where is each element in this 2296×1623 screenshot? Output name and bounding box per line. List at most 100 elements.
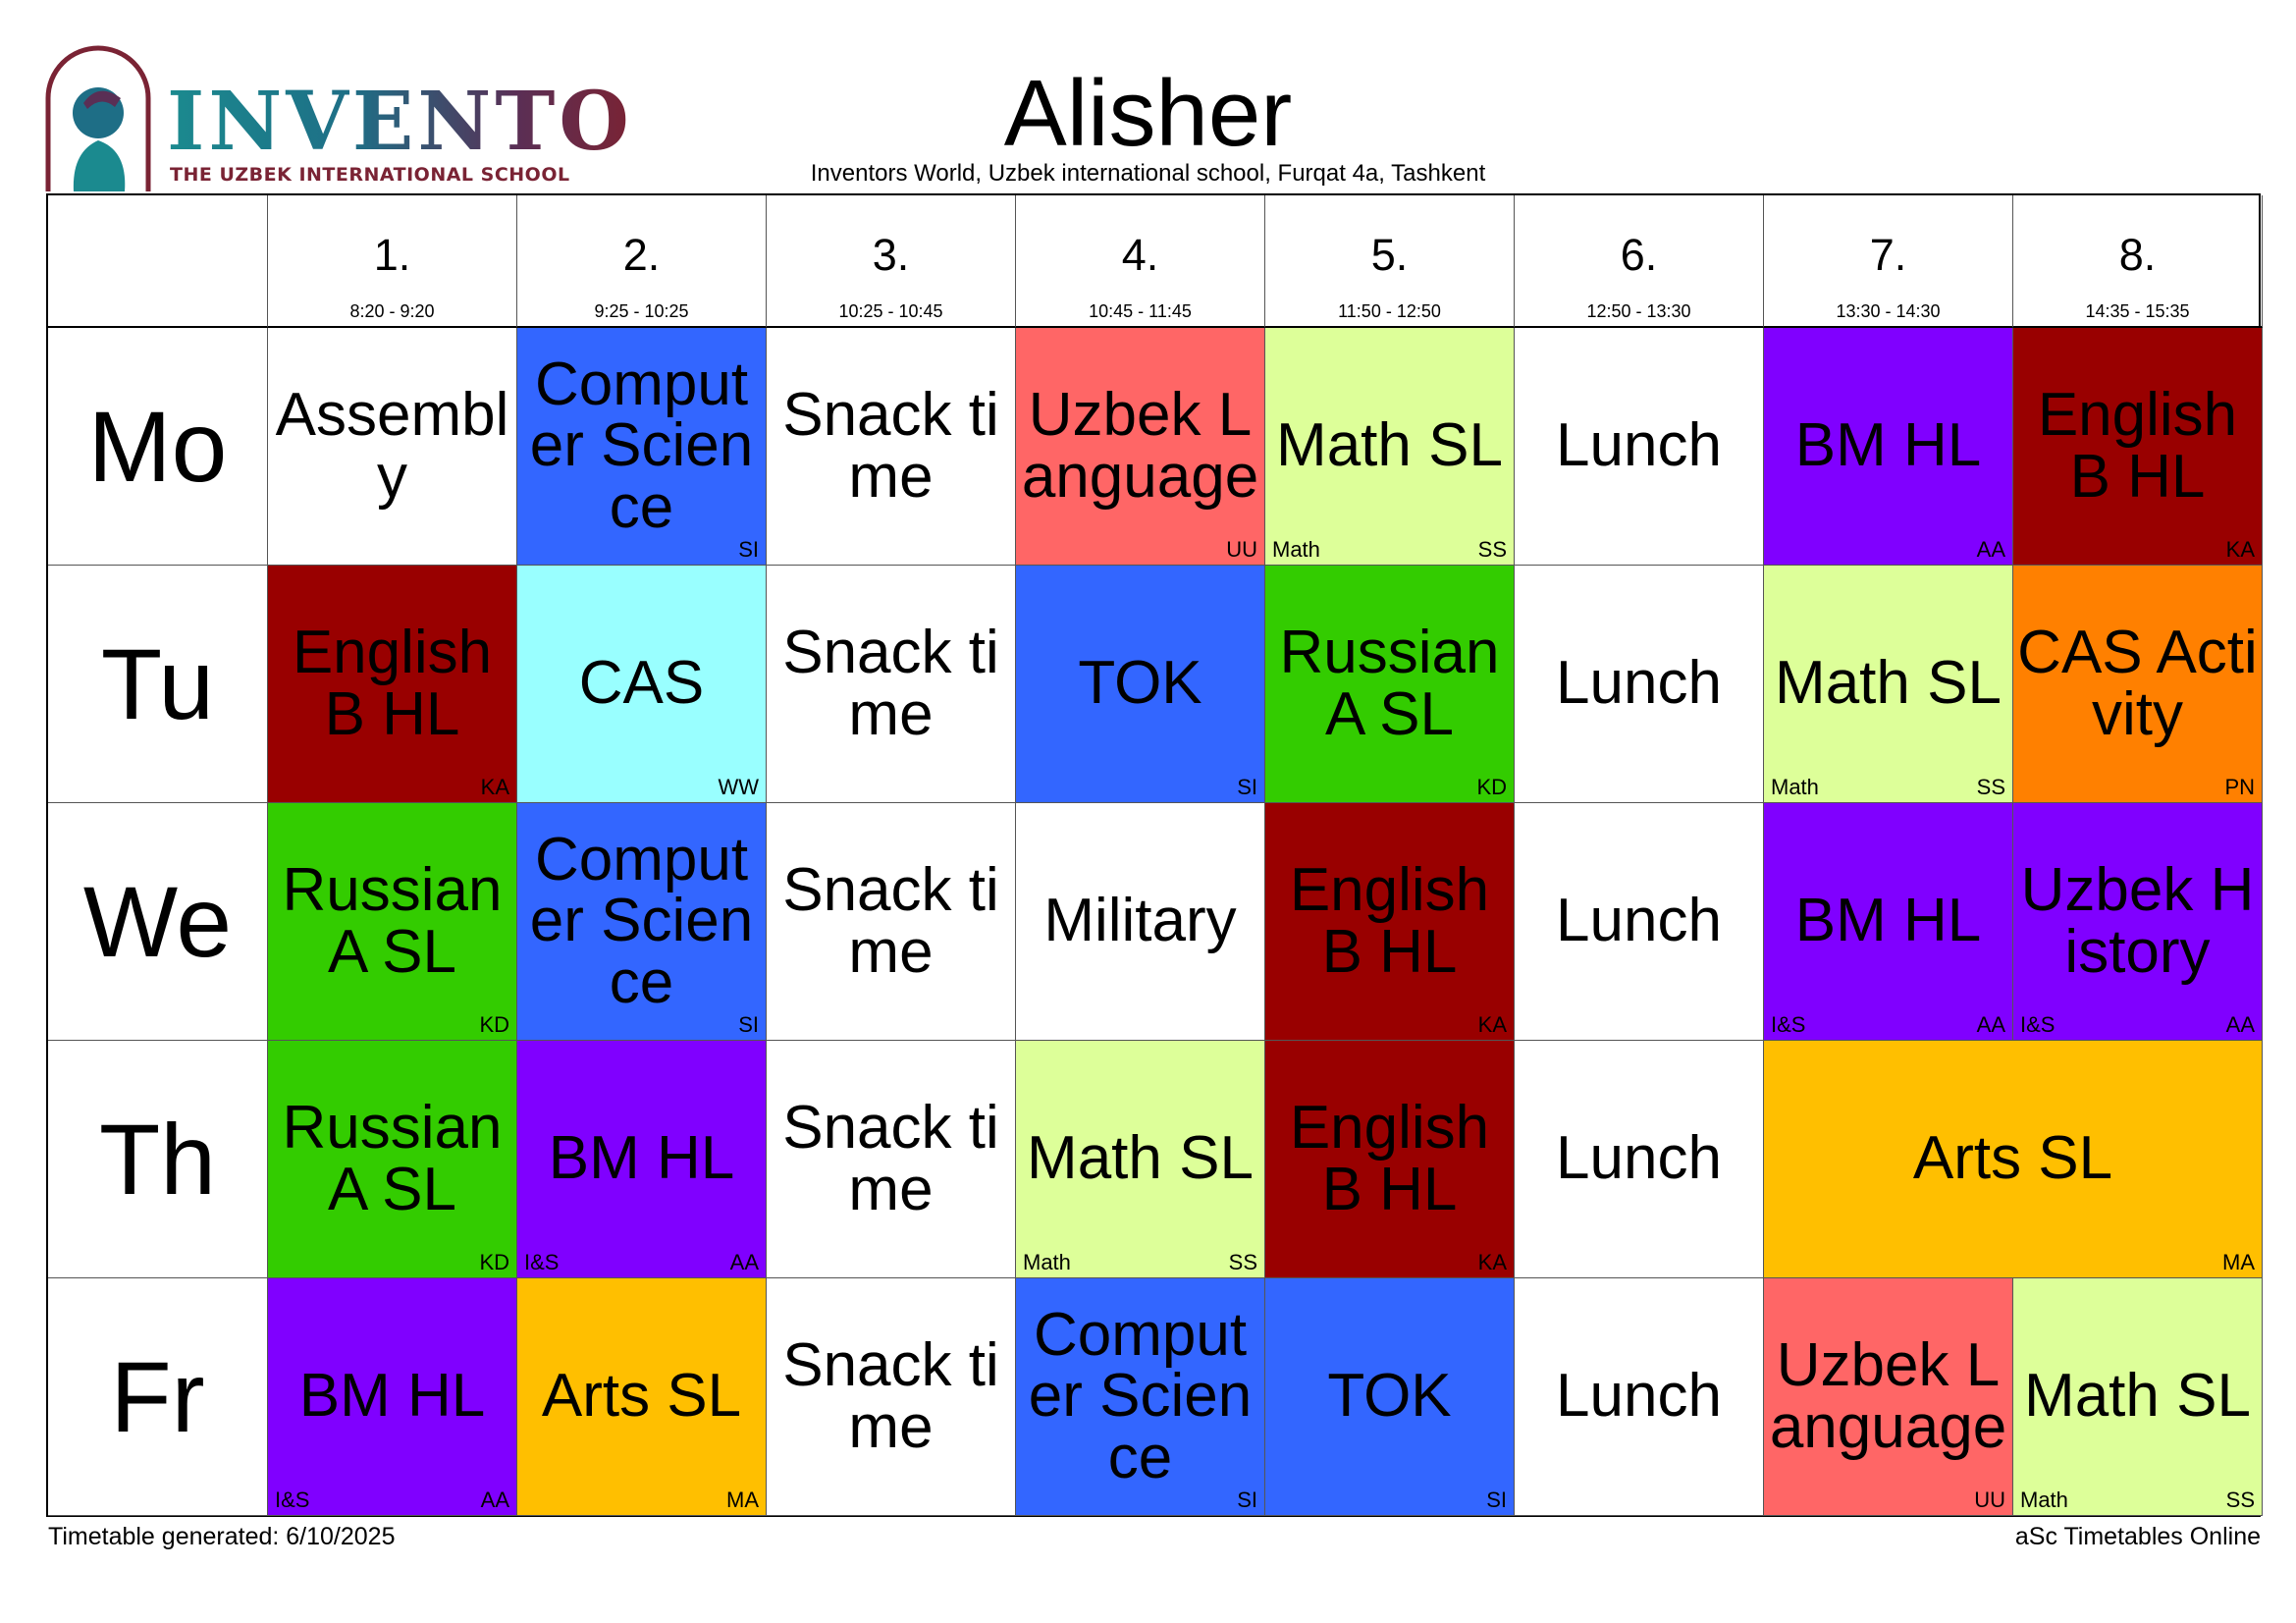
lesson-cell: Computer Science SI (517, 803, 767, 1041)
lesson-subject: Math SL (1276, 411, 1503, 480)
lesson-cell: Snack time (767, 1278, 1016, 1516)
day-name: Fr (110, 1340, 205, 1453)
teacher-code: MA (2222, 1250, 2255, 1274)
period-number: 4. (1121, 230, 1159, 280)
lesson-subject: Uzbek Language (1769, 1330, 2007, 1461)
lesson-cell: Lunch (1515, 328, 1764, 566)
corner-cell (48, 195, 268, 328)
lesson-cell: BM HL AA I&S (1764, 803, 2013, 1041)
teacher-code: AA (1976, 1012, 2005, 1037)
lesson-subject: Lunch (1556, 1362, 1722, 1431)
lesson-subject: Arts SL (541, 1362, 742, 1431)
period-time: 11:50 - 12:50 (1338, 301, 1441, 321)
lesson-cell: Snack time (767, 566, 1016, 803)
lesson-cell: English B HL KA (2013, 328, 2263, 566)
lesson-subject: CAS Activity (2017, 618, 2258, 748)
day-label: Th (48, 1041, 268, 1278)
teacher-code: SS (2225, 1488, 2255, 1512)
day-name: Tu (100, 627, 215, 740)
lesson-subject: BM HL (548, 1124, 735, 1193)
lesson-cell: Russian A SL KD (268, 803, 517, 1041)
day-label: Mo (48, 328, 268, 566)
period-number: 3. (872, 230, 910, 280)
page-title: Alisher (1003, 61, 1293, 166)
footer-credit: aSc Timetables Online (2014, 1523, 2261, 1550)
group-code: I&S (524, 1250, 560, 1274)
logo-emblem-icon (45, 45, 151, 191)
teacher-code: SS (1976, 775, 2005, 799)
period-number: 5. (1370, 230, 1409, 280)
lesson-cell: English B HL KA (268, 566, 517, 803)
lesson-cell: Russian A SL KD (268, 1041, 517, 1278)
period-number: 6. (1620, 230, 1658, 280)
group-code: Math (1023, 1250, 1071, 1274)
lesson-subject: Math SL (1027, 1124, 1254, 1193)
lesson-subject: Assembly (275, 380, 509, 511)
teacher-code: SI (1237, 775, 1257, 799)
period-number: 1. (373, 230, 411, 280)
lesson-subject: Military (1043, 887, 1237, 955)
lesson-cell: Uzbek History AA I&S (2013, 803, 2263, 1041)
day-label: Tu (48, 566, 268, 803)
teacher-code: KA (1477, 1012, 1507, 1037)
lesson-cell: Lunch (1515, 1041, 1764, 1278)
lesson-cell: English B HL KA (1265, 1041, 1515, 1278)
period-time: 8:20 - 9:20 (349, 301, 435, 321)
lesson-cell: Arts SL MA (517, 1278, 767, 1516)
teacher-code: KD (1476, 775, 1507, 799)
lesson-subject: Math SL (1775, 649, 2002, 718)
lesson-subject: English B HL (2037, 380, 2238, 511)
logo-subtitle: THE UZBEK INTERNATIONAL SCHOOL (170, 164, 570, 186)
generated-date: Timetable generated: 6/10/2025 (48, 1523, 396, 1550)
period-time: 9:25 - 10:25 (594, 301, 689, 321)
period-time: 12:50 - 13:30 (1586, 301, 1691, 321)
lesson-subject: Snack time (782, 1093, 999, 1223)
lesson-subject: Snack time (782, 855, 999, 986)
lesson-cell: Uzbek Language UU (1016, 328, 1265, 566)
lesson-subject: Computer Science (529, 825, 754, 1016)
lesson-cell: Computer Science SI (517, 328, 767, 566)
logo-wordmark: INVENTO (167, 75, 633, 169)
lesson-cell: Math SL SS Math (1265, 328, 1515, 566)
lesson-cell: BM HL AA I&S (268, 1278, 517, 1516)
lesson-cell: Math SL SS Math (1016, 1041, 1265, 1278)
period-header: 5. 11:50 - 12:50 (1265, 195, 1515, 328)
lesson-subject: Math SL (2024, 1362, 2251, 1431)
lesson-cell: CAS WW (517, 566, 767, 803)
lesson-cell: Russian A SL KD (1265, 566, 1515, 803)
lesson-cell: TOK SI (1016, 566, 1265, 803)
lesson-cell: Math SL SS Math (2013, 1278, 2263, 1516)
period-time: 13:30 - 14:30 (1836, 301, 1941, 321)
lesson-subject: TOK (1327, 1362, 1452, 1431)
lesson-subject: English B HL (1289, 855, 1490, 986)
lesson-cell: Snack time (767, 328, 1016, 566)
teacher-code: AA (729, 1250, 759, 1274)
period-time: 10:45 - 11:45 (1089, 301, 1192, 321)
teacher-code: SI (1237, 1488, 1257, 1512)
period-header: 4. 10:45 - 11:45 (1016, 195, 1265, 328)
lesson-subject: Snack time (782, 380, 999, 511)
teacher-code: KD (479, 1250, 509, 1274)
lesson-cell: Lunch (1515, 803, 1764, 1041)
lesson-subject: Uzbek Language (1021, 380, 1259, 511)
teacher-code: PN (2224, 775, 2255, 799)
school-logo: INVENTO THE UZBEK INTERNATIONAL SCHOOL (44, 44, 629, 191)
timetable-grid: 1. 8:20 - 9:20 2. 9:25 - 10:25 3. 10:25 - 10:… (46, 193, 2263, 1517)
lesson-cell: Arts SL MA (1764, 1041, 2263, 1278)
lesson-subject: English B HL (292, 618, 493, 748)
teacher-code: AA (480, 1488, 509, 1512)
group-code: Math (1771, 775, 1819, 799)
period-time: 10:25 - 10:45 (838, 301, 943, 321)
lesson-cell: CAS Activity PN (2013, 566, 2263, 803)
lesson-subject: Russian A SL (282, 1093, 503, 1223)
teacher-code: UU (1974, 1488, 2005, 1512)
lesson-cell: Math SL SS Math (1764, 566, 2013, 803)
teacher-code: UU (1226, 537, 1257, 562)
group-code: I&S (275, 1488, 310, 1512)
teacher-code: SI (1486, 1488, 1507, 1512)
lesson-subject: TOK (1078, 649, 1202, 718)
group-code: Math (2020, 1488, 2068, 1512)
teacher-code: AA (1976, 537, 2005, 562)
lesson-cell: English B HL KA (1265, 803, 1515, 1041)
period-time: 14:35 - 15:35 (2085, 301, 2190, 321)
